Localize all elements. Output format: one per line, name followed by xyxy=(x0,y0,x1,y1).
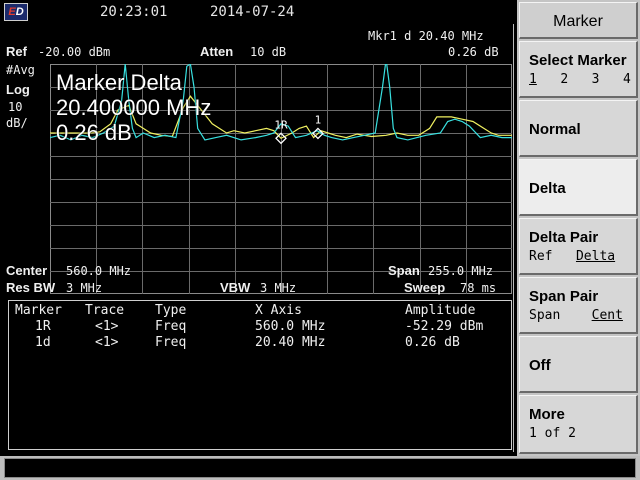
col-header-marker: Marker xyxy=(15,303,62,318)
detector-label: #Avg xyxy=(6,63,35,77)
marker-label-1: 1 xyxy=(315,113,322,126)
overlay-title: Marker Delta xyxy=(56,70,182,95)
atten-value: 10 dB xyxy=(250,45,287,59)
select-marker-button[interactable]: Select Marker 1 2 3 4 xyxy=(519,41,638,98)
more-page: 1 of 2 xyxy=(529,426,576,441)
more-label: More xyxy=(529,406,565,423)
scale-unit: dB/ xyxy=(6,116,28,130)
delta-button[interactable]: Delta xyxy=(519,159,638,216)
span-pair-span: Span xyxy=(529,308,561,323)
cell-trace: <1> xyxy=(95,319,119,334)
cell-marker: 1d xyxy=(35,335,51,350)
menu-title: Marker xyxy=(519,2,638,39)
atten-label: Atten xyxy=(200,44,234,59)
rbw-label: Res BW xyxy=(6,280,56,295)
center-label: Center xyxy=(6,263,48,278)
span-pair-options: Span Cent xyxy=(529,308,623,323)
ref-value: -20.00 dBm xyxy=(38,45,111,59)
span-label: Span xyxy=(388,263,420,278)
top-bar: ED 20:23:01 2014-07-24 xyxy=(0,0,516,24)
marker-option-4[interactable]: 4 xyxy=(622,72,631,87)
span-pair-cent: Cent xyxy=(591,308,623,323)
delta-pair-delta: Delta xyxy=(575,249,616,264)
normal-button[interactable]: Normal xyxy=(519,100,638,157)
trace-plot-svg: 1R 1 xyxy=(50,64,512,294)
marker-option-2[interactable]: 2 xyxy=(560,72,569,87)
col-header-trace: Trace xyxy=(85,303,125,318)
trace-yellow xyxy=(50,95,512,140)
rbw-value: 3 MHz xyxy=(66,281,103,295)
delta-pair-label: Delta Pair xyxy=(529,229,599,246)
softkey-panel: Marker Select Marker 1 2 3 4 Normal Delt… xyxy=(517,0,640,456)
cell-marker: 1R xyxy=(35,319,51,334)
delta-label: Delta xyxy=(529,180,566,197)
delta-pair-ref: Ref xyxy=(529,249,553,264)
sweep-label: Sweep xyxy=(404,280,446,295)
col-header-x-axis: X Axis xyxy=(255,303,302,318)
marker-readout: Mkr1 d 20.40 MHz xyxy=(368,29,484,43)
ed-logo-icon: ED xyxy=(4,3,28,21)
spectrum-display: Mkr1 d 20.40 MHz 0.26 dB Ref -20.00 dBm … xyxy=(2,24,514,452)
marker-diamond-1[interactable] xyxy=(312,127,324,140)
vbw-label: VBW xyxy=(220,280,251,295)
marker-diamond-1r[interactable] xyxy=(275,132,287,145)
sweep-value: 78 ms xyxy=(460,281,497,295)
marker-readout-amplitude: 0.26 dB xyxy=(448,45,499,59)
cell-x-axis: 560.0 MHz xyxy=(255,319,326,334)
menu-title-label: Marker xyxy=(553,13,603,30)
status-message-area xyxy=(4,458,636,478)
marker-table: Marker Trace Type X Axis Amplitude 1R <1… xyxy=(8,300,512,450)
vbw-value: 3 MHz xyxy=(260,281,297,295)
cell-type: Freq xyxy=(155,319,187,334)
center-value: 560.0 MHz xyxy=(66,264,132,278)
trace-plot[interactable]: 1R 1 xyxy=(50,64,512,294)
cell-x-axis: 20.40 MHz xyxy=(255,335,326,350)
delta-pair-options: Ref Delta xyxy=(529,249,615,264)
cell-amplitude: 0.26 dB xyxy=(405,335,460,350)
marker-option-1[interactable]: 1 xyxy=(529,72,537,87)
overlay-frequency: 20.400000 MHz xyxy=(56,95,212,120)
normal-label: Normal xyxy=(529,121,581,138)
span-pair-button[interactable]: Span Pair Span Cent xyxy=(519,277,638,334)
off-button[interactable]: Off xyxy=(519,336,638,393)
cell-trace: <1> xyxy=(95,335,119,350)
scale-value: 10 xyxy=(8,100,23,114)
scale-type: Log xyxy=(6,82,30,97)
clock-date: 2014-07-24 xyxy=(210,4,295,20)
trace-cyan xyxy=(50,64,512,141)
marker-option-3[interactable]: 3 xyxy=(591,72,600,87)
col-header-amplitude: Amplitude xyxy=(405,303,476,318)
span-pair-label: Span Pair xyxy=(529,288,599,305)
ref-label: Ref xyxy=(6,44,27,59)
span-value: 255.0 MHz xyxy=(428,264,494,278)
more-button[interactable]: More 1 of 2 xyxy=(519,395,638,454)
delta-pair-button[interactable]: Delta Pair Ref Delta xyxy=(519,218,638,275)
cell-type: Freq xyxy=(155,335,187,350)
marker-label-1r: 1R xyxy=(274,118,288,131)
col-header-type: Type xyxy=(155,303,187,318)
off-label: Off xyxy=(529,357,551,374)
select-marker-options: 1 2 3 4 xyxy=(529,72,631,87)
overlay-amplitude: 0.26 dB xyxy=(56,120,132,145)
clock-time: 20:23:01 xyxy=(100,4,168,20)
status-bar xyxy=(0,456,640,480)
cell-amplitude: -52.29 dBm xyxy=(405,319,484,334)
select-marker-label: Select Marker xyxy=(529,52,627,69)
